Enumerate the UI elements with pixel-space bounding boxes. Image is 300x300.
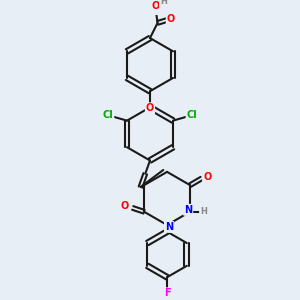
- Text: H: H: [160, 0, 167, 7]
- Text: O: O: [121, 201, 129, 211]
- Text: N: N: [184, 205, 192, 215]
- Text: Cl: Cl: [103, 110, 113, 120]
- Text: O: O: [146, 103, 154, 113]
- Text: Cl: Cl: [187, 110, 197, 120]
- Text: O: O: [203, 172, 211, 182]
- Text: N: N: [165, 222, 173, 232]
- Text: O: O: [167, 14, 175, 24]
- Text: O: O: [152, 1, 160, 11]
- Text: H: H: [200, 207, 207, 216]
- Text: F: F: [164, 288, 170, 298]
